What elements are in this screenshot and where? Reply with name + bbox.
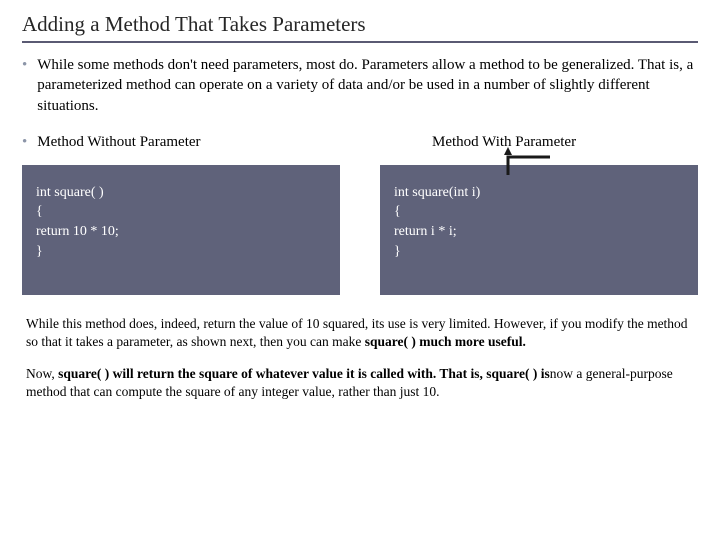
columns-container: • Method Without Parameter int square( )… [22, 134, 698, 295]
left-header: Method Without Parameter [37, 134, 200, 151]
left-code: int square( ) { return 10 * 10; } [36, 179, 326, 265]
right-code-box: int square(int i) { return i * i; } [380, 165, 698, 295]
code-line: return 10 * 10; [36, 222, 326, 242]
code-line: return i * i; [394, 222, 684, 242]
left-header-row: • Method Without Parameter [22, 134, 340, 151]
para1-pre: While this method does, indeed, return t… [26, 316, 688, 349]
intro-bullet-row: • While some methods don't need paramete… [22, 55, 698, 116]
right-code: int square(int i) { return i * i; } [394, 179, 684, 265]
code-line: int square(int i) [394, 183, 684, 203]
paragraph-1: While this method does, indeed, return t… [22, 315, 698, 351]
bullet-icon: • [22, 55, 27, 75]
slide-title: Adding a Method That Takes Parameters [22, 12, 698, 43]
para2-bold: square( ) will return the square of what… [58, 366, 550, 381]
code-line: { [394, 202, 684, 222]
intro-text: While some methods don't need parameters… [37, 55, 698, 116]
paragraph-2: Now, square( ) will return the square of… [22, 365, 698, 401]
para1-bold: square( ) much more useful. [365, 334, 526, 349]
code-line: int square( ) [36, 183, 326, 203]
left-column: • Method Without Parameter int square( )… [22, 134, 340, 295]
left-code-box: int square( ) { return 10 * 10; } [22, 165, 340, 295]
para2-pre: Now, [26, 366, 58, 381]
code-line: } [394, 242, 684, 262]
bullet-icon: • [22, 134, 27, 151]
arrow-icon [504, 147, 564, 184]
code-line: } [36, 242, 326, 262]
right-column: Method With Parameter int square(int i) … [380, 134, 698, 295]
code-line: { [36, 202, 326, 222]
